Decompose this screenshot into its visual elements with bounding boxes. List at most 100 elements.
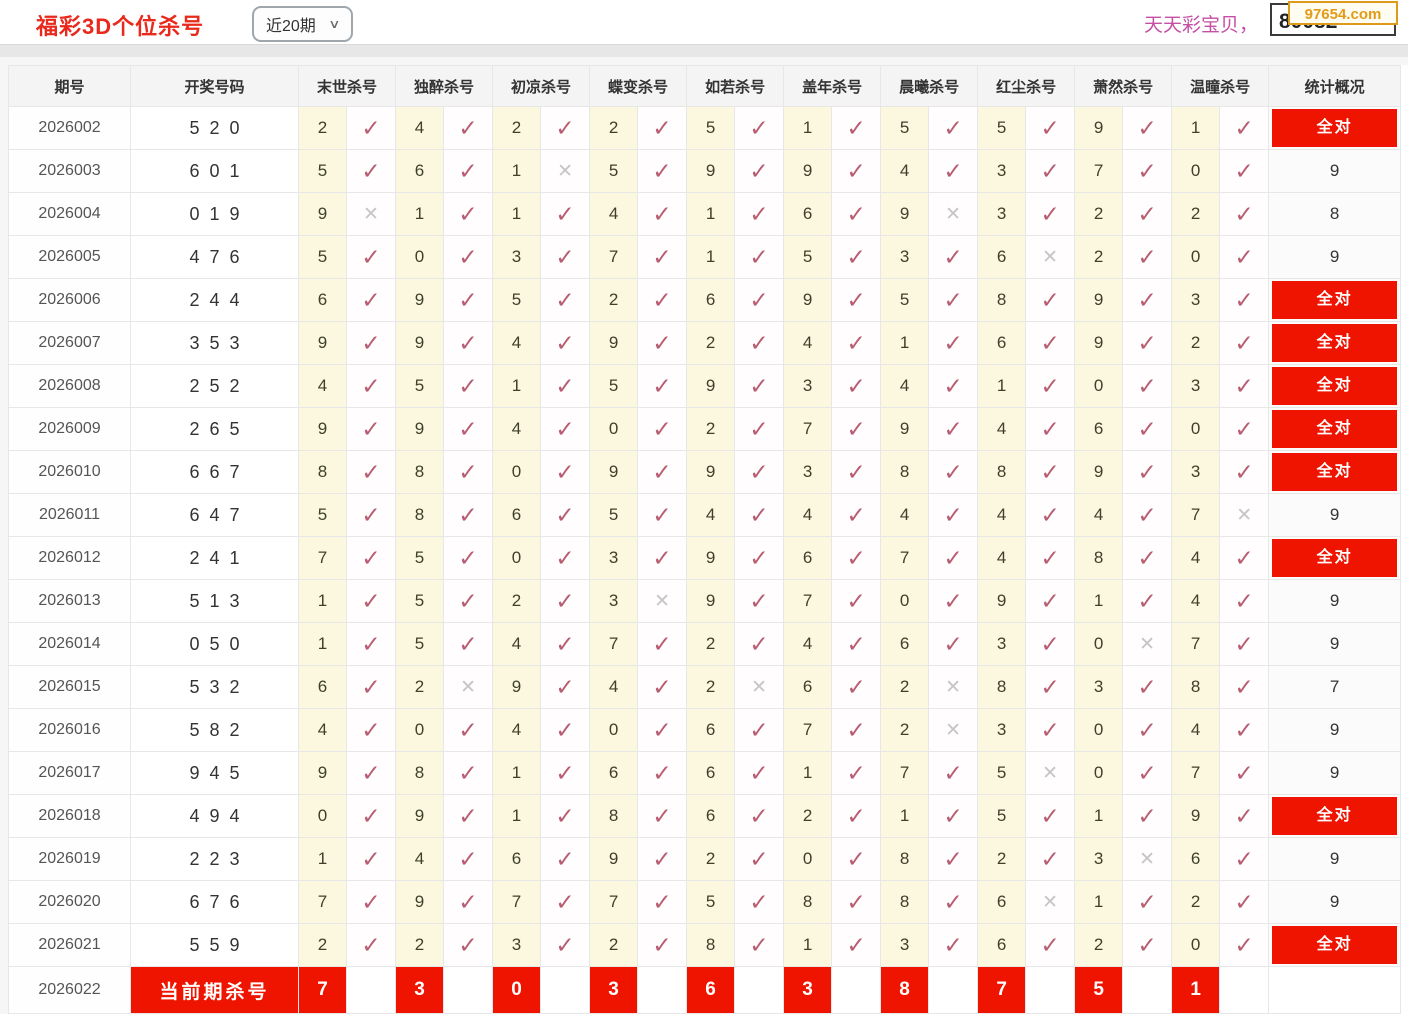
check-icon: ✓ (555, 200, 575, 227)
check-icon: ✓ (1234, 157, 1254, 184)
check-icon: ✓ (555, 630, 575, 657)
period-cell: 2026002 (8, 106, 131, 150)
kill-number-cell: 9 (298, 192, 347, 236)
kill-number-cell: 9 (298, 751, 347, 795)
period-cell: 2026018 (8, 794, 131, 838)
kill-number-cell: 1 (492, 192, 542, 236)
kill-mark-cell: ✓ (1122, 665, 1173, 709)
kill-number-cell: 5 (395, 364, 445, 408)
kill-number-cell: 3 (977, 192, 1027, 236)
empty-mark-cell (1122, 966, 1173, 1014)
kill-number-cell: 4 (492, 321, 542, 365)
kill-mark-cell: ✓ (1219, 407, 1270, 451)
period-cell: 2026020 (8, 880, 131, 924)
stat-cell: 全对 (1268, 364, 1402, 408)
check-icon: ✓ (1234, 286, 1254, 313)
check-icon: ✓ (652, 802, 672, 829)
kill-number-cell: 9 (1074, 278, 1124, 322)
check-icon: ✓ (458, 759, 478, 786)
check-icon: ✓ (749, 544, 769, 571)
table-row: 2026003 601 5 ✓ 6 ✓ 1 ✕ 5 ✓ 9 ✓ 9 ✓ 4 ✓ 3 ✓ 7 ✓ 0 ✓ 9 (8, 149, 1402, 193)
kill-mark-cell: ✓ (1025, 665, 1076, 709)
check-icon: ✓ (361, 114, 381, 141)
check-icon: ✓ (1040, 200, 1060, 227)
check-icon: ✓ (1137, 157, 1157, 184)
kill-number-cell: 8 (977, 665, 1027, 709)
kill-number-cell: 9 (298, 321, 347, 365)
check-icon: ✓ (943, 372, 963, 399)
stat-cell: 9 (1268, 149, 1402, 193)
kill-number-cell: 8 (395, 450, 445, 494)
kill-mark-cell: ✓ (443, 622, 494, 666)
check-icon: ✓ (652, 673, 672, 700)
check-icon: ✓ (749, 372, 769, 399)
kill-mark-cell: ✓ (1122, 493, 1173, 537)
table-row: 2026006 244 6 ✓ 9 ✓ 5 ✓ 2 ✓ 6 ✓ 9 ✓ 5 ✓ 8 ✓ 9 ✓ 3 ✓ 全对 (8, 278, 1402, 322)
empty-mark-cell (637, 966, 688, 1014)
period-cell: 2026015 (8, 665, 131, 709)
kill-number-cell: 8 (686, 923, 736, 967)
all-correct-badge: 全对 (1272, 797, 1398, 835)
kill-mark-cell: ✓ (540, 364, 591, 408)
current-kill-number-cell: 8 (880, 966, 930, 1014)
period-cell: 2026010 (8, 450, 131, 494)
check-icon: ✓ (943, 845, 963, 872)
kill-number-cell: 0 (1171, 407, 1221, 451)
check-icon: ✓ (846, 845, 866, 872)
empty-mark-cell (345, 966, 397, 1014)
check-icon: ✓ (943, 329, 963, 356)
check-icon: ✓ (943, 802, 963, 829)
period-range-select[interactable]: 近20期 ∨ (252, 6, 353, 42)
current-kill-number-cell: 3 (589, 966, 639, 1014)
period-cell: 2026003 (8, 149, 131, 193)
draw-number-cell: 476 (130, 235, 299, 279)
kill-number-cell: 8 (880, 880, 930, 924)
check-icon: ✓ (458, 888, 478, 915)
draw-number-cell: 241 (130, 536, 299, 580)
kill-mark-cell: ✓ (637, 364, 688, 408)
check-icon: ✓ (749, 759, 769, 786)
current-period-row: 2026022 当前期杀号 7 3 0 3 6 3 8 7 5 1 (8, 966, 1402, 1014)
period-cell: 2026017 (8, 751, 131, 795)
empty-mark-cell (734, 966, 785, 1014)
kill-mark-cell: ✓ (540, 192, 591, 236)
draw-number-cell: 647 (130, 493, 299, 537)
check-icon: ✓ (652, 845, 672, 872)
kill-mark-cell: ✕ (1219, 493, 1270, 537)
kill-number-cell: 4 (395, 106, 445, 150)
kill-mark-cell: ✓ (734, 880, 785, 924)
kill-number-cell: 6 (1171, 837, 1221, 881)
draw-number-cell: 520 (130, 106, 299, 150)
check-icon: ✓ (749, 802, 769, 829)
kill-number-cell: 5 (686, 880, 736, 924)
kill-number-cell: 6 (395, 149, 445, 193)
check-icon: ✓ (1040, 114, 1060, 141)
kill-number-cell: 9 (395, 321, 445, 365)
kill-number-cell: 1 (492, 794, 542, 838)
kill-mark-cell: ✓ (831, 106, 882, 150)
table-row: 2026019 223 1 ✓ 4 ✓ 6 ✓ 9 ✓ 2 ✓ 0 ✓ 8 ✓ 2 ✓ 3 ✕ 6 ✓ 9 (8, 837, 1402, 881)
check-icon: ✓ (943, 888, 963, 915)
kill-number-cell: 9 (1171, 794, 1221, 838)
all-correct-badge: 全对 (1272, 324, 1398, 362)
current-kill-label: 当前期杀号 (159, 981, 270, 1003)
kill-number-cell: 6 (686, 278, 736, 322)
period-cell: 2026005 (8, 235, 131, 279)
kill-number-cell: 7 (880, 536, 930, 580)
check-icon: ✓ (652, 931, 672, 958)
check-icon: ✓ (652, 200, 672, 227)
kill-mark-cell: ✓ (540, 794, 591, 838)
check-icon: ✓ (361, 243, 381, 270)
kill-mark-cell: ✓ (1025, 149, 1076, 193)
kill-mark-cell: ✓ (734, 708, 785, 752)
table-row: 2026011 647 5 ✓ 8 ✓ 6 ✓ 5 ✓ 4 ✓ 4 ✓ 4 ✓ 4 ✓ 4 ✓ 7 ✕ 9 (8, 493, 1402, 537)
kill-mark-cell: ✓ (540, 880, 591, 924)
check-icon: ✓ (1234, 329, 1254, 356)
check-icon: ✓ (846, 157, 866, 184)
kill-number-cell: 5 (880, 278, 930, 322)
stat-cell: 9 (1268, 751, 1402, 795)
kill-mark-cell: ✓ (345, 278, 397, 322)
kill-number-cell: 0 (1074, 751, 1124, 795)
table-row: 2026013 513 1 ✓ 5 ✓ 2 ✓ 3 ✕ 9 ✓ 7 ✓ 0 ✓ 9 ✓ 1 ✓ 4 ✓ 9 (8, 579, 1402, 623)
kill-mark-cell: ✓ (637, 923, 688, 967)
